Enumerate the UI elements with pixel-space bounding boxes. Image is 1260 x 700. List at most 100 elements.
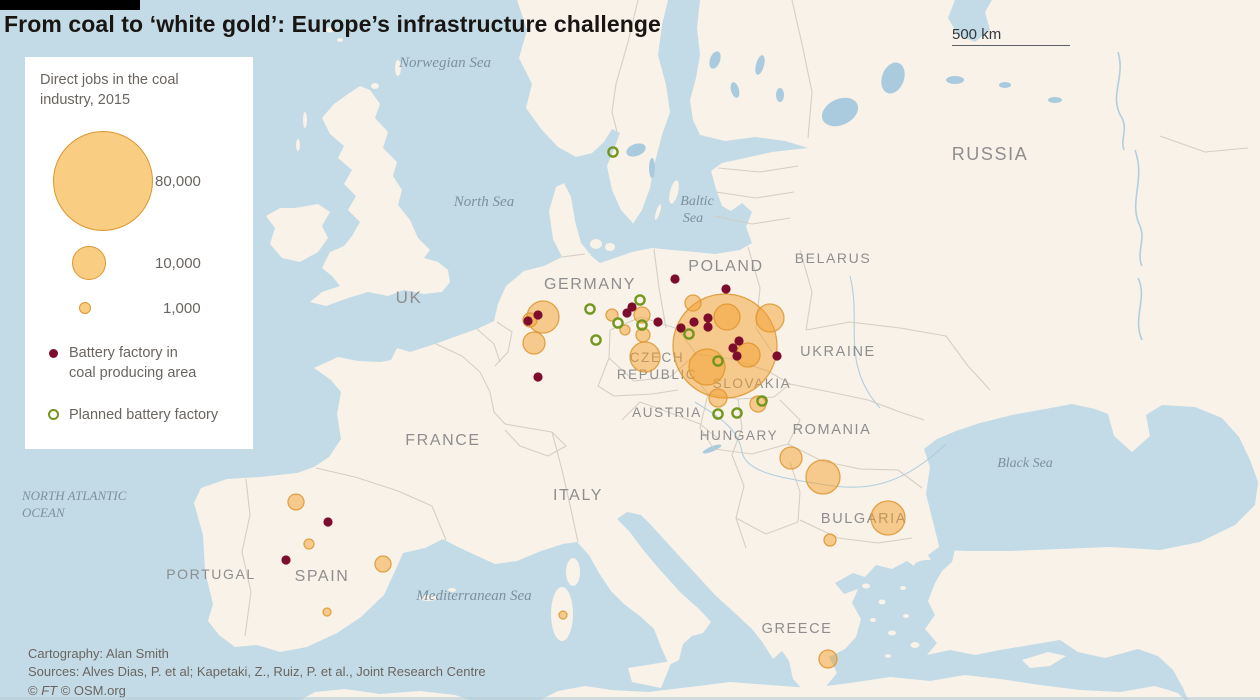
planned-battery-ring — [636, 319, 648, 331]
battery-factory-dot — [523, 316, 533, 326]
coal-jobs-circle — [684, 294, 702, 312]
mallorca — [419, 595, 437, 601]
aegean-island — [878, 599, 886, 605]
battery-dot-swatch — [48, 348, 58, 358]
lake-ladoga — [821, 97, 859, 127]
faroe — [337, 38, 343, 42]
sources-credit: Sources: Alves Dias, P. et al; Kapetaki,… — [28, 664, 486, 680]
menorca — [448, 588, 456, 592]
corsica — [566, 558, 580, 586]
page-title: From coal to ‘white gold’: Europe’s infr… — [4, 11, 661, 37]
planned-battery-ring — [584, 303, 596, 315]
country-label: REPUBLIC — [617, 367, 697, 382]
legend-size-circle — [72, 246, 106, 280]
coal-jobs-circle — [522, 331, 546, 355]
ireland — [266, 204, 330, 262]
ft-logo-text: FT — [41, 682, 58, 698]
country-label: UK — [396, 288, 423, 307]
gotland — [669, 180, 679, 204]
faroe — [326, 27, 334, 33]
legend-size-circle — [53, 131, 153, 231]
sea-label: North Sea — [453, 194, 514, 210]
battery-factory-dot — [772, 351, 782, 361]
country-label: AUSTRIA — [632, 405, 702, 420]
country-label: HUNGARY — [700, 428, 778, 443]
coal-jobs-circle — [805, 459, 841, 495]
country-label: GREECE — [762, 621, 833, 637]
battery-factory-dot — [323, 517, 333, 527]
coal-jobs-circle — [688, 348, 726, 386]
coal-jobs-circle — [870, 500, 906, 536]
country-label: FRANCE — [405, 432, 480, 449]
coal-circle-layer — [287, 293, 906, 669]
country-label: RUSSIA — [952, 144, 1029, 164]
coal-jobs-circle — [619, 324, 631, 336]
black-sea — [924, 404, 1258, 551]
lake-onega — [881, 62, 905, 94]
legend-size-value: 1,000 — [163, 300, 201, 317]
battery-factory-dot — [533, 310, 543, 320]
danish-island — [590, 239, 602, 249]
legend-size-value: 10,000 — [155, 255, 201, 272]
white-sea — [948, 0, 992, 42]
battery-factory-dot — [281, 555, 291, 565]
coal-jobs-circle — [708, 388, 728, 408]
lake-vattern — [649, 158, 655, 178]
attribution: Cartography: Alan Smith Sources: Alves D… — [28, 645, 486, 700]
planned-battery-ring — [712, 408, 724, 420]
great-britain — [310, 86, 450, 306]
coal-jobs-circle — [713, 303, 741, 331]
coal-jobs-circle — [818, 649, 838, 669]
russian-lake — [999, 82, 1011, 88]
ft-black-bar — [0, 0, 140, 10]
planned-battery-ring — [756, 395, 768, 407]
country-label: POLAND — [688, 258, 763, 275]
planned-battery-ring — [731, 407, 743, 419]
lake-balaton — [702, 444, 722, 454]
cartography-credit: Cartography: Alan Smith — [28, 646, 169, 661]
battery-factory-dot — [732, 351, 742, 361]
hebrides — [296, 139, 300, 151]
aegean-island — [888, 630, 896, 636]
coal-jobs-circle — [287, 493, 305, 511]
shetland — [395, 60, 401, 76]
legend-size-circle — [79, 302, 91, 314]
coal-jobs-circle — [635, 327, 651, 343]
planned-battery-ring — [712, 355, 724, 367]
sea-overlay-layer — [590, 0, 1258, 572]
russian-lake — [1048, 97, 1062, 103]
battery-factory-dot — [653, 317, 663, 327]
battery-factory-dot — [533, 372, 543, 382]
coal-jobs-circle — [823, 533, 837, 547]
coal-jobs-circle — [629, 341, 661, 373]
north-africa — [540, 675, 1185, 700]
lake-vanern — [626, 143, 646, 157]
sea-of-marmara — [914, 560, 942, 572]
scale-bar-label: 500 km — [952, 26, 1002, 43]
volga-river — [1134, 149, 1143, 267]
planned-battery-ring — [612, 317, 624, 329]
border-layer — [241, 0, 1249, 637]
scale-bar-line — [952, 45, 1070, 46]
battery-factory-dot — [622, 308, 632, 318]
legend-box: Direct jobs in the coal industry, 2015 8… — [25, 57, 253, 449]
battery-factory-dot — [721, 284, 731, 294]
battery-factory-dot — [703, 322, 713, 332]
legend-size-value: 80,000 — [155, 173, 201, 190]
coal-jobs-circle — [374, 555, 392, 573]
finnish-lake — [755, 55, 765, 75]
copyright-credit: © FT © OSM.org — [28, 682, 126, 698]
aegean-island — [900, 586, 906, 590]
battery-dot-label: Battery factory in coal producing area — [69, 345, 197, 381]
coal-jobs-circle — [633, 306, 651, 324]
sea-label: Baltic — [680, 194, 714, 209]
legend-title: Direct jobs in the coal industry, 2015 — [40, 72, 179, 108]
battery-factory-dot — [703, 313, 713, 323]
country-label: PORTUGAL — [166, 566, 256, 582]
battery-factory-dot — [728, 343, 738, 353]
battery-factory-dot — [689, 317, 699, 327]
aegean-island — [870, 618, 876, 622]
planned-battery-ring — [683, 328, 695, 340]
planned-battery-ring — [634, 294, 646, 306]
